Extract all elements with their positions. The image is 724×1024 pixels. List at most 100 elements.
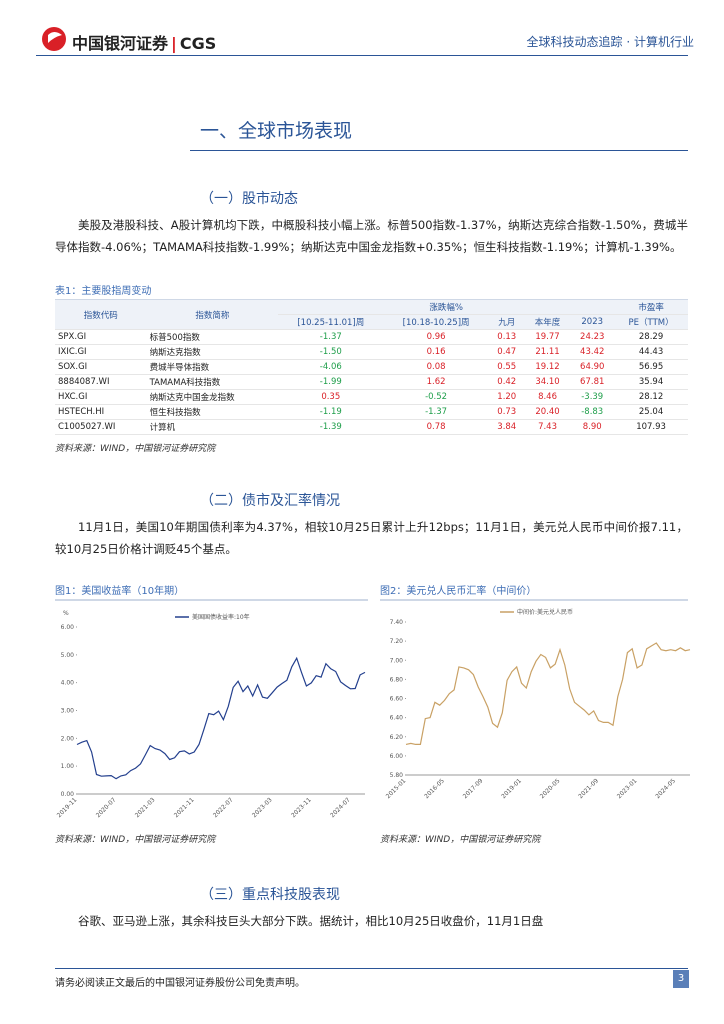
y-tick-label: 6.00 <box>61 624 75 631</box>
page-number: 3 <box>673 970 689 988</box>
line <box>405 642 691 745</box>
y-tick-label: 0.00 <box>61 791 75 798</box>
table-cell: HSTECH.HI <box>55 404 147 420</box>
x-tick-label: 2023-03 <box>251 796 274 819</box>
y-tick-label: 6.00 <box>390 753 404 760</box>
y-tick-label: 7.20 <box>390 638 404 645</box>
y-tick-label: 5.80 <box>390 772 404 779</box>
table-cell: 0.13 <box>488 329 525 345</box>
x-tick-label: 2016-05 <box>423 777 446 800</box>
x-tick-label: 2021-03 <box>134 796 157 819</box>
x-tick-label: 2015-01 <box>385 777 408 800</box>
table-cell: 24.23 <box>570 329 615 345</box>
table-cell: TAMAMA科技指数 <box>146 374 279 390</box>
table-cell: 56.95 <box>614 359 688 375</box>
x-tick-label: 2022-07 <box>212 796 235 819</box>
logo-text: 中国银河证券 <box>72 34 169 53</box>
header-cell: 涨跌幅% <box>278 300 615 315</box>
table-cell: -4.06 <box>278 359 384 375</box>
logo-en: CGS <box>179 34 217 53</box>
header-cell: 本年度 <box>524 314 571 330</box>
table-cell: -3.39 <box>570 389 615 405</box>
table-cell: 标普500指数 <box>146 329 279 345</box>
y-tick-label: 7.40 <box>390 619 404 626</box>
table-cell: C1005027.WI <box>55 419 147 435</box>
table-cell: 8.90 <box>570 419 615 435</box>
table-row: C1005027.WI 计算机 -1.39 0.78 3.84 7.43 8.90 107.9… <box>55 419 688 435</box>
footer-rule <box>55 968 688 969</box>
table-row: SPX.GI 标普500指数 -1.37 0.96 0.13 19.77 24.23 28.2… <box>55 329 688 345</box>
table-cell: 8884087.WI <box>55 374 147 390</box>
table-cell: -1.50 <box>278 344 384 360</box>
table-cell: SPX.GI <box>55 329 147 345</box>
table-cell: 0.78 <box>383 419 489 435</box>
table-cell: 25.04 <box>614 404 688 420</box>
table-row: SOX.GI 费城半导体指数 -4.06 0.08 0.55 19.12 64.90 56.9… <box>55 359 688 375</box>
table-cell: -1.99 <box>278 374 384 390</box>
y-tick-label: 6.40 <box>390 715 404 722</box>
table-cell: 34.10 <box>524 374 571 390</box>
paragraph: 美股及港股科技、A股计算机均下跌，中概股科技小幅上涨。标普500指数-1.37%… <box>55 218 688 254</box>
table-cell: 纳斯达克指数 <box>146 344 279 360</box>
table: 指数代码 指数简称 涨跌幅% 市盈率 [10.25-11.01]周 [10.18-10.… <box>55 300 688 435</box>
y-tick-label: 1.00 <box>61 763 75 770</box>
paragraph: 谷歌、亚马逊上涨，其余科技巨头大部分下跌。据统计，相比10月25日收盘价，11月… <box>78 914 544 928</box>
y-tick-label: 7.00 <box>390 657 404 664</box>
section-rule <box>190 150 688 151</box>
table-cell: -1.39 <box>278 419 384 435</box>
table-cell: 35.94 <box>614 374 688 390</box>
table-cell: 恒生科技指数 <box>146 404 279 420</box>
logo-mark <box>42 27 66 51</box>
report-name: 全球科技动态追踪 · 计算机行业 <box>526 35 694 49</box>
table-cell: 0.16 <box>383 344 489 360</box>
table-cell: 19.77 <box>524 329 571 345</box>
x-tick-label: 2024-05 <box>654 777 677 800</box>
table-cell: 0.55 <box>488 359 525 375</box>
table-cell: 1.62 <box>383 374 489 390</box>
header-cell: 市盈率 <box>614 300 688 315</box>
table-cell: 0.35 <box>278 389 384 405</box>
y-tick-label: 6.60 <box>390 696 404 703</box>
x-tick-label: 2020-07 <box>95 796 118 819</box>
header-cell: 指数简称 <box>146 300 279 330</box>
header-cell: PE（TTM） <box>614 314 688 330</box>
table-cell: 1.20 <box>488 389 525 405</box>
table-cell: 67.81 <box>570 374 615 390</box>
x-tick-label: 2023-01 <box>616 777 639 800</box>
y-tick-label: 2.00 <box>61 735 75 742</box>
table-cell: 19.12 <box>524 359 571 375</box>
chart: 5.80 6.00 6.20 6.40 6.60 6.80 7.00 7.20 7.40 2015… <box>385 608 691 800</box>
table-cell: 21.11 <box>524 344 571 360</box>
table-cell: 20.40 <box>524 404 571 420</box>
line <box>76 656 366 780</box>
table-cell: 107.93 <box>614 419 688 435</box>
x-tick-label: 2019-01 <box>500 777 523 800</box>
x-tick-label: 2019-11 <box>56 796 79 819</box>
table-cell: 28.12 <box>614 389 688 405</box>
table-cell: -1.19 <box>278 404 384 420</box>
header-cell: 指数代码 <box>55 300 147 330</box>
x-tick-label: 2024-07 <box>329 796 352 819</box>
source: 资料来源：WIND，中国银河证券研究院 <box>55 835 216 845</box>
table-cell: 费城半导体指数 <box>146 359 279 375</box>
x-tick-label: 2023-11 <box>290 796 313 819</box>
table-row: 8884087.WI TAMAMA科技指数 -1.99 1.62 0.42 34.10 67… <box>55 374 688 390</box>
table-cell: 纳斯达克中国金龙指数 <box>146 389 279 405</box>
table-cell: -1.37 <box>383 404 489 420</box>
header-cell: [10.25-11.01]周 <box>278 314 384 330</box>
source: 资料来源：WIND，中国银河证券研究院 <box>380 835 541 845</box>
table-cell: -8.83 <box>570 404 615 420</box>
chart: % 0.00 1.00 2.00 3.00 4.00 5.00 6.00 2019-11 2020… <box>56 610 366 819</box>
table-cell: 64.90 <box>570 359 615 375</box>
header-cell: [10.18-10.25]周 <box>383 314 489 330</box>
legend-label: 美国国债收益率:10年 <box>192 613 250 621</box>
y-tick-label: 3.00 <box>61 708 75 715</box>
y-unit: % <box>63 610 69 617</box>
logo: 中国银河证券 | CGS <box>72 34 217 53</box>
table-cell: HXC.GI <box>55 389 147 405</box>
subsection-title: （一）股市动态 <box>200 191 298 207</box>
section-title: 一、全球市场表现 <box>200 120 353 142</box>
table-row: HXC.GI 纳斯达克中国金龙指数 0.35 -0.52 1.20 8.46 -3.39 28… <box>55 389 688 405</box>
figure-caption: 图2：美元兑人民币汇率（中间价） <box>380 582 688 601</box>
x-tick-label: 2021-11 <box>173 796 196 819</box>
